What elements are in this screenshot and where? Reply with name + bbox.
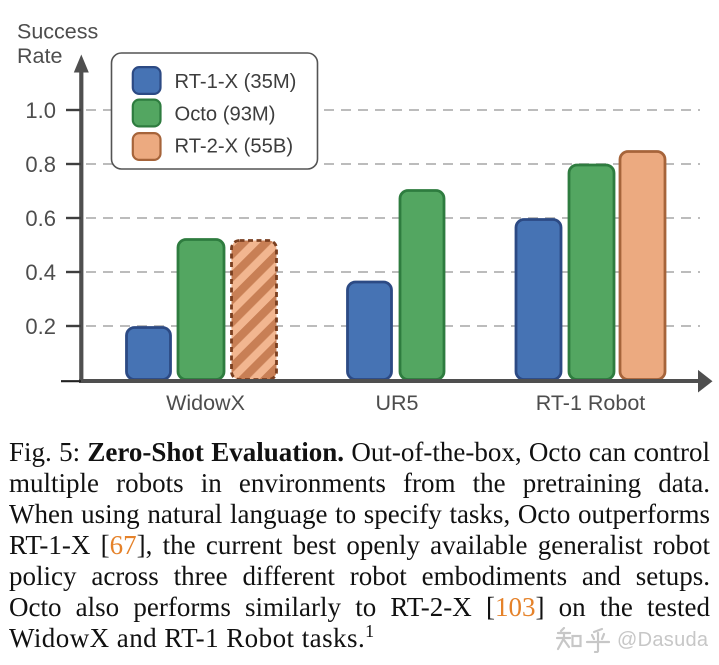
svg-text:1.0: 1.0: [25, 98, 56, 123]
svg-text:0.6: 0.6: [25, 206, 56, 231]
svg-text:Octo (93M): Octo (93M): [175, 104, 276, 126]
svg-text:0.8: 0.8: [25, 152, 56, 177]
svg-text:0.2: 0.2: [25, 314, 56, 339]
svg-text:Success: Success: [17, 20, 98, 44]
svg-text:Rate: Rate: [17, 44, 62, 68]
svg-text:RT-2-X (55B): RT-2-X (55B): [175, 136, 294, 158]
svg-text:WidowX: WidowX: [166, 391, 245, 415]
svg-text:RT-1 Robot: RT-1 Robot: [536, 391, 646, 415]
svg-text:0.4: 0.4: [25, 260, 56, 285]
svg-text:RT-1-X (35M): RT-1-X (35M): [175, 71, 297, 93]
svg-text:UR5: UR5: [375, 391, 418, 415]
